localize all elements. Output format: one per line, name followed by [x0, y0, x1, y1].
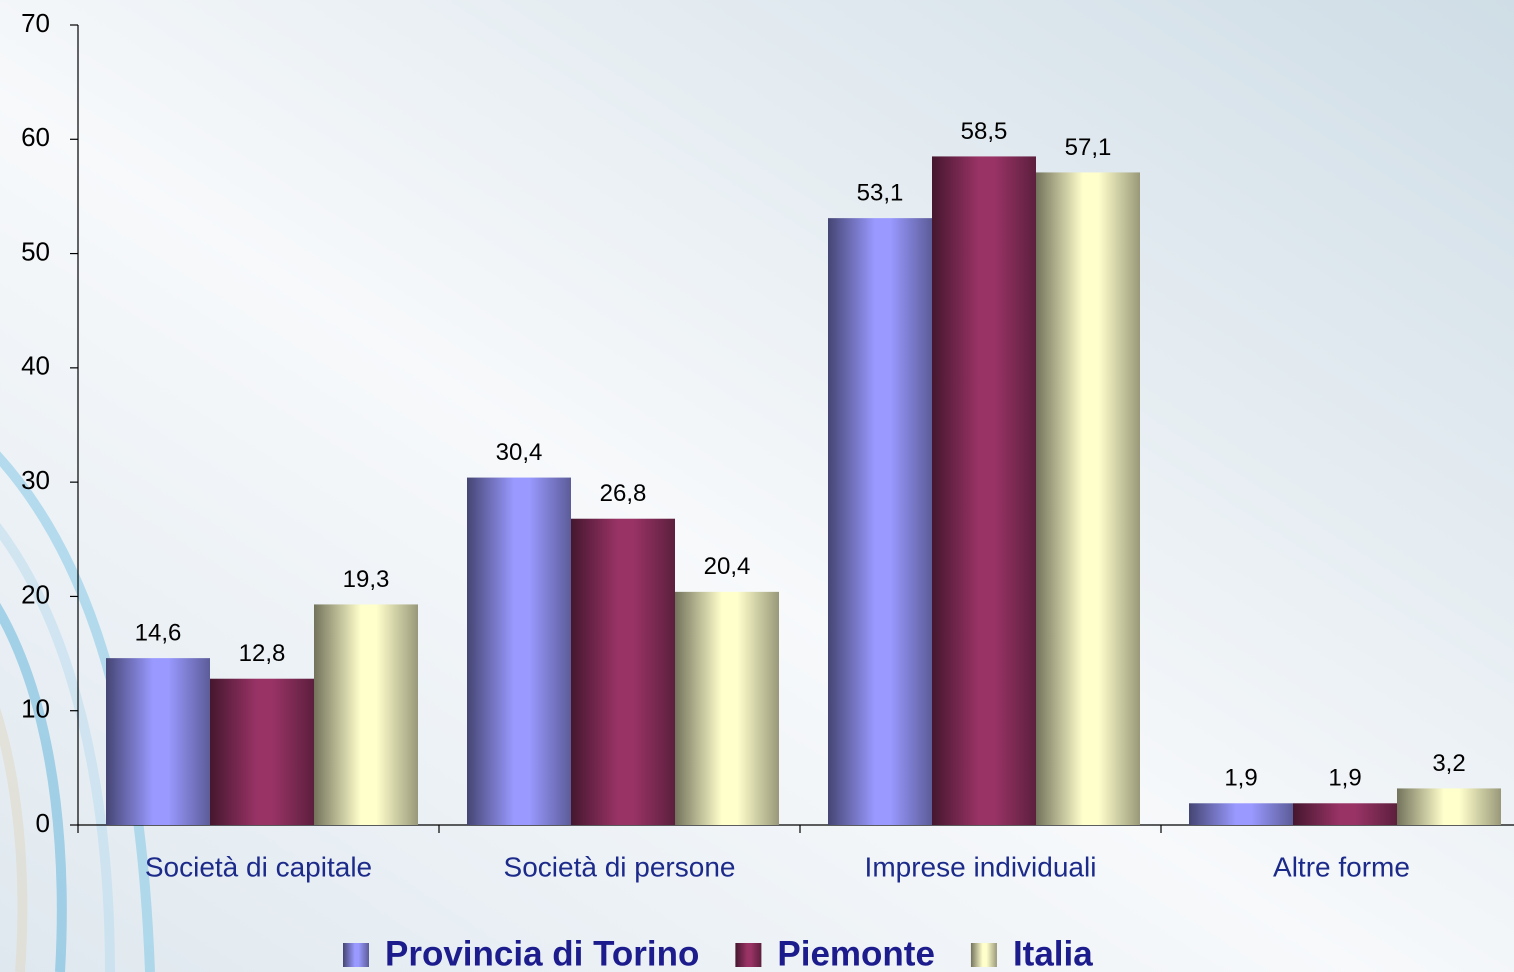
bar	[467, 478, 571, 825]
y-tick-label: 60	[21, 122, 50, 152]
bar	[675, 592, 779, 825]
value-label: 12,8	[239, 640, 286, 667]
x-tick-label: Società di capitale	[145, 851, 372, 882]
x-tick-label: Imprese individuali	[865, 851, 1097, 882]
bar	[571, 519, 675, 825]
bar	[210, 679, 314, 825]
y-tick-label: 40	[21, 351, 50, 381]
bar	[1036, 172, 1140, 825]
x-tick-label: Altre forme	[1273, 851, 1410, 882]
value-label: 3,2	[1432, 750, 1465, 777]
value-label: 26,8	[600, 480, 647, 507]
value-label: 57,1	[1065, 134, 1112, 161]
value-label: 14,6	[135, 619, 182, 646]
bar	[1397, 788, 1501, 825]
value-label: 58,5	[961, 118, 1008, 145]
legend-label: Italia	[1013, 934, 1093, 972]
legend-swatch	[971, 943, 997, 967]
bar	[828, 218, 932, 825]
value-label: 20,4	[704, 553, 751, 580]
y-tick-label: 50	[21, 236, 50, 266]
legend-swatch	[343, 943, 369, 967]
y-tick-label: 20	[21, 579, 50, 609]
chart: 0 10 20 30 40 50 60 70 Società di capitale 14,6 12…	[0, 0, 1514, 972]
bar	[106, 658, 210, 825]
value-label: 19,3	[343, 566, 390, 593]
bar	[314, 604, 418, 825]
y-tick-label: 0	[36, 808, 50, 838]
bar	[1293, 803, 1397, 825]
legend-label: Provincia di Torino	[385, 934, 699, 972]
y-tick-label: 70	[21, 8, 50, 38]
legend-swatch	[735, 943, 761, 967]
background	[0, 0, 1514, 972]
bar	[932, 156, 1036, 825]
value-label: 30,4	[496, 439, 543, 466]
y-tick-label: 10	[21, 694, 50, 724]
x-tick-label: Società di persone	[504, 851, 736, 882]
value-label: 1,9	[1328, 765, 1361, 792]
y-tick-label: 30	[21, 465, 50, 495]
value-label: 53,1	[857, 179, 904, 206]
value-label: 1,9	[1224, 765, 1257, 792]
legend-label: Piemonte	[777, 934, 935, 972]
page: {"chart_data": {"type": "bar", "categori…	[0, 0, 1514, 972]
bar	[1189, 803, 1293, 825]
